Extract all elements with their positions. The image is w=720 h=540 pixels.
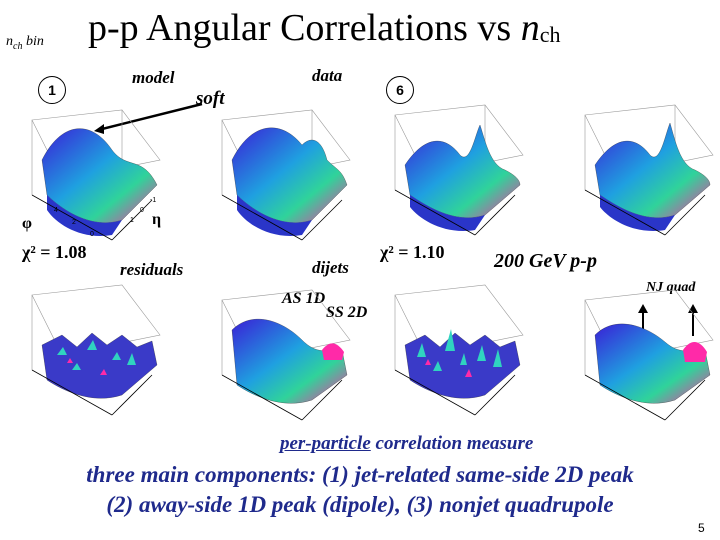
svg-text:φ: φ [22, 215, 32, 232]
chi2-right: χ² = 1.10 [380, 242, 445, 262]
svg-text:η: η [152, 211, 161, 228]
panel-residuals-bin6 [365, 275, 525, 440]
data-label: data [312, 66, 343, 85]
caption: per-particle correlation measure [280, 433, 534, 454]
surface-plot [221, 109, 351, 241]
panel-model-bin6 [365, 95, 525, 260]
bin-end-marker: 6 [386, 76, 414, 104]
page-number: 5 [698, 521, 705, 535]
svg-text:-1: -1 [150, 197, 156, 204]
surface-plot [31, 284, 161, 416]
soft-pointer-arrow [94, 102, 203, 134]
ss2d-label: SS 2D [326, 304, 368, 321]
surface-plot [394, 284, 524, 416]
panel-dijets-bin6 [555, 280, 715, 445]
svg-text:0: 0 [140, 207, 144, 214]
panel-model-bin1: 1 0 -1 4 2 0 η φ [2, 100, 162, 265]
svg-text:2: 2 [72, 219, 76, 226]
svg-text:1: 1 [130, 217, 134, 224]
soft-label: soft [196, 88, 225, 109]
as1d-label: AS 1D [282, 290, 326, 307]
surface-plot: 1 0 -1 4 2 0 η φ [22, 109, 161, 241]
dijets-label: dijets [312, 258, 349, 277]
chi2-left: χ² = 1.08 [22, 242, 87, 262]
model-label: model [132, 68, 175, 87]
nch-bin-label: nch bin [6, 34, 44, 52]
panel-dijets-bin1 [192, 280, 352, 445]
panel-residuals-bin1 [2, 275, 162, 440]
residuals-label: residuals [120, 260, 184, 279]
svg-text:0: 0 [90, 231, 94, 238]
nj-quad-label: NJ quad [646, 280, 696, 295]
panel-data-bin1 [192, 100, 352, 265]
surface-plot [394, 104, 524, 236]
energy-label: 200 GeV p-p [494, 250, 597, 272]
bin-start-marker: 1 [38, 76, 66, 104]
surface-plot [221, 289, 351, 421]
surface-plot [584, 289, 714, 421]
panel-data-bin6 [555, 95, 715, 260]
summary-line-1: three main components: (1) jet-related s… [86, 462, 634, 487]
surface-plot [584, 104, 714, 236]
svg-text:4: 4 [54, 207, 58, 214]
slide-title: p-p Angular Correlations vs nch [88, 7, 561, 49]
summary-line-2: (2) away-side 1D peak (dipole), (3) nonj… [106, 492, 614, 517]
